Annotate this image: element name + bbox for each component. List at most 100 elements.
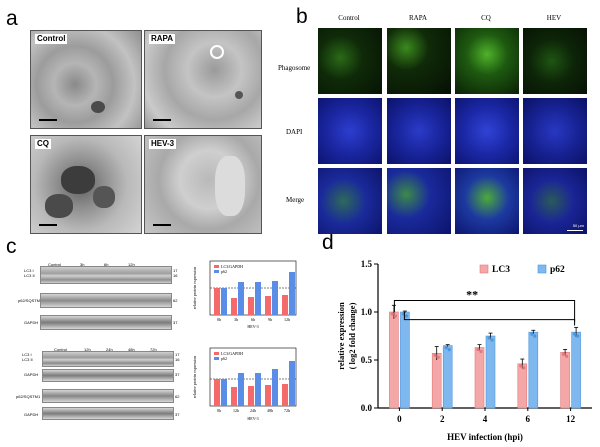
bar-lc3 <box>389 311 399 409</box>
data-point <box>530 332 534 336</box>
blot-lane-label: 6h <box>104 262 109 267</box>
legend-label: LC3 <box>492 265 510 275</box>
blot-row-label: GAPDH <box>24 372 39 377</box>
small-bar-chart-1: LC3/GAPDH p62 relative protein expressio… <box>192 260 297 329</box>
fluor-tile <box>387 98 451 164</box>
blot-lane-label: Control <box>54 347 67 352</box>
x-axis-label: HEV-3 <box>247 324 258 329</box>
panel-label-d: d <box>322 231 334 254</box>
blot-band <box>42 351 174 367</box>
data-point <box>519 364 523 368</box>
data-point <box>390 312 394 316</box>
blot-row-label: GAPDH <box>24 412 39 417</box>
x-tick-label: 9h <box>268 317 272 322</box>
x-tick-label: 0h <box>217 317 221 322</box>
fluor-tile <box>318 98 382 164</box>
scale-bar <box>567 230 583 231</box>
data-point <box>533 334 537 338</box>
small-bar-chart-2: LC3/GAPDH p62 relative protein expressio… <box>192 347 297 421</box>
blot-row-label: LC3 I LC3 II <box>22 352 33 362</box>
blot-band <box>42 407 174 420</box>
row-header-merge: Merge <box>286 196 305 204</box>
data-point <box>404 314 408 318</box>
column-header-cq: CQ <box>481 14 491 22</box>
x-tick-label: 48h <box>267 408 273 413</box>
bars <box>214 361 295 406</box>
legend-label: LC3/GAPDH <box>221 351 243 356</box>
fluor-tile <box>523 28 587 94</box>
legend-swatch <box>479 264 489 274</box>
significance-label: ** <box>466 287 478 301</box>
data-point <box>576 334 580 338</box>
blot-row-label: p62/SQSTM1 <box>16 394 41 399</box>
em-tile-control: Control <box>30 30 142 129</box>
legend-label: p62 <box>221 356 227 361</box>
blot-kda: 62 <box>173 298 178 303</box>
blot-row-label: LC3 I LC3 II <box>24 268 35 278</box>
fluor-tile <box>455 168 519 234</box>
data-point <box>522 366 526 370</box>
fluor-tile <box>318 168 382 234</box>
bar-lc3 <box>431 352 442 409</box>
blot-band <box>40 293 172 308</box>
blot-band <box>42 369 174 382</box>
row-header-phagosome: Phagosome <box>278 64 311 72</box>
blot-band <box>42 389 174 403</box>
em-tile-cq: CQ <box>30 135 142 234</box>
column-header-hev: HEV <box>546 14 562 22</box>
x-tick-label: 0h <box>217 408 221 413</box>
data-point <box>565 354 569 358</box>
fluor-tile <box>455 28 519 94</box>
bar-p62 <box>571 331 581 409</box>
legend-swatch <box>537 264 547 274</box>
bar-p62 <box>442 345 453 409</box>
blot-lane-label: Control <box>48 262 61 267</box>
data-point <box>490 338 494 342</box>
em-tile-label: Control <box>35 34 68 44</box>
data-point <box>562 352 566 356</box>
data-point <box>479 349 483 354</box>
blot-row-label: GAPDH <box>24 320 39 325</box>
x-tick-label: 2 <box>440 414 445 424</box>
blot-row-label: p62/SQSTM1 <box>18 298 43 303</box>
blot-kda: 37 <box>173 320 178 325</box>
panel-label-c: c <box>6 235 17 258</box>
blot-lane-label: 48h <box>128 347 135 352</box>
bar-p62 <box>528 331 539 409</box>
bar-p62 <box>485 335 496 409</box>
data-point <box>476 347 480 352</box>
data-point <box>444 346 448 350</box>
blot-kda: 37 <box>175 372 180 377</box>
x-tick-label: 12 <box>566 414 576 424</box>
x-tick-label: 72h <box>284 408 290 413</box>
x-tick-label: 4 <box>483 414 488 424</box>
blot-band <box>40 266 172 284</box>
panel-label-b: b <box>296 5 308 28</box>
em-tile-label: RAPA <box>149 34 176 44</box>
column-header-rapa: RAPA <box>408 14 428 22</box>
data-point <box>393 314 397 318</box>
significance-bracket <box>393 299 576 322</box>
legend-label: p62 <box>550 265 565 275</box>
em-tile-rapa: RAPA <box>144 30 262 129</box>
blot-kda: 17 16 <box>173 268 178 278</box>
bar-lc3 <box>517 363 528 409</box>
bar-p62 <box>400 311 410 409</box>
data-point <box>436 355 440 359</box>
blot-kda: 17 16 <box>175 352 180 362</box>
bar-chart-d: 0.0 0.5 1.0 1.5 relative expression( log2 fo… <box>336 259 592 442</box>
bar-lc3 <box>560 352 570 409</box>
blot-lane-label: 72h <box>150 347 157 352</box>
row-header-dapi: DAPI <box>286 128 303 136</box>
em-tile-label: HEV-3 <box>149 139 177 149</box>
data-point <box>487 336 491 340</box>
legend-label: p62 <box>221 269 227 274</box>
x-tick-label: 6h <box>251 317 255 322</box>
scale-bar-label: 50 μm <box>572 223 584 228</box>
fluor-tile <box>387 28 451 94</box>
data-point <box>447 348 451 352</box>
x-tick-label: 24h <box>250 408 256 413</box>
blot-lane-label: 3h <box>80 262 85 267</box>
data-point <box>573 332 577 336</box>
x-axis-label: HEV infection (hpi) <box>447 432 523 442</box>
